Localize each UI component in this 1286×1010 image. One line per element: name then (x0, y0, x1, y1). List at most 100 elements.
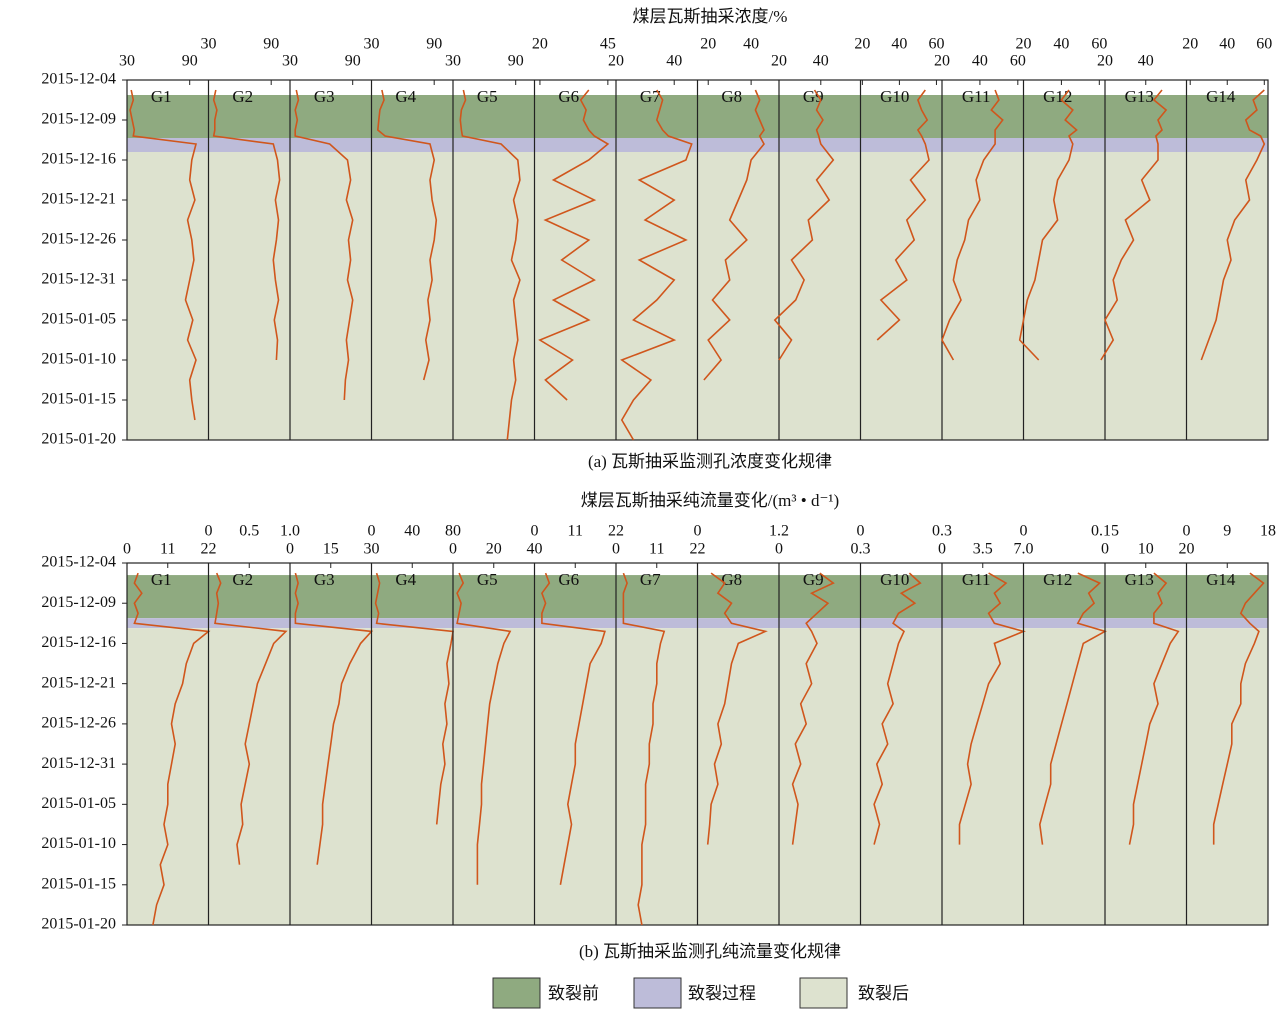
x-tick-label: 40 (813, 53, 829, 70)
series-label: G8 (721, 570, 742, 589)
series-line (541, 572, 606, 885)
x-tick-label: 20 (1182, 36, 1198, 53)
x-tick-label: 0.15 (1091, 523, 1119, 540)
series-label: G2 (232, 570, 253, 589)
x-tick-label: 20 (854, 36, 870, 53)
x-tick-label: 40 (891, 36, 907, 53)
x-tick-label: 11 (649, 541, 664, 558)
legend-swatch (492, 977, 541, 1009)
x-tick-label: 40 (1053, 36, 1069, 53)
series-line (1212, 572, 1265, 845)
y-tick-label: 2015-12-31 (41, 271, 116, 288)
series-line (622, 572, 666, 926)
x-tick-label: 30 (445, 53, 461, 70)
x-tick-label: 1.2 (769, 523, 789, 540)
y-tick-label: 2015-12-26 (41, 715, 116, 732)
x-tick-label: 90 (263, 36, 279, 53)
series-label: G4 (395, 570, 416, 589)
series-label: G2 (232, 87, 253, 106)
x-tick-label: 40 (527, 541, 543, 558)
legend-swatch (633, 977, 682, 1009)
series-line (620, 89, 693, 441)
series-label: G13 (1125, 87, 1154, 106)
series-label: G6 (558, 87, 579, 106)
caption: (a) 瓦斯抽采监测孔浓度变化规律 (588, 452, 832, 471)
series-line (459, 89, 521, 441)
y-tick-label: 2015-12-21 (41, 674, 116, 691)
series-label: G5 (477, 87, 498, 106)
series-line (376, 89, 438, 381)
x-tick-label: 0 (1183, 523, 1191, 540)
series-line (374, 572, 454, 825)
series-label: G5 (477, 570, 498, 589)
x-tick-label: 3.5 (973, 541, 993, 558)
series-line (294, 572, 374, 865)
series-line (1018, 89, 1078, 361)
x-tick-label: 15 (323, 541, 339, 558)
x-tick-label: 0 (694, 523, 702, 540)
y-tick-label: 2015-01-10 (41, 351, 116, 368)
y-tick-label: 2015-12-16 (41, 151, 116, 168)
y-tick-label: 2015-01-15 (41, 391, 116, 408)
y-tick-label: 2015-01-10 (41, 835, 116, 852)
series-label: G1 (151, 570, 172, 589)
x-tick-label: 90 (508, 53, 524, 70)
x-tick-label: 30 (201, 36, 217, 53)
legend-label: 致裂过程 (688, 984, 756, 1003)
series-line (876, 89, 930, 341)
x-tick-label: 22 (608, 523, 624, 540)
x-tick-label: 60 (1010, 53, 1026, 70)
x-tick-label: 20 (1016, 36, 1032, 53)
x-tick-label: 30 (119, 53, 135, 70)
legend-label: 致裂后 (858, 984, 909, 1003)
series-line (941, 89, 1004, 361)
x-tick-label: 40 (1219, 36, 1235, 53)
x-tick-label: 90 (182, 53, 198, 70)
series-label: G13 (1125, 570, 1154, 589)
series-line (706, 572, 768, 845)
x-tick-label: 20 (532, 36, 548, 53)
series-label: G14 (1206, 87, 1236, 106)
chart-title: 煤层瓦斯抽采纯流量变化/(m³ • d⁻¹) (581, 491, 839, 510)
series-label: G6 (558, 570, 579, 589)
x-tick-label: 11 (160, 541, 175, 558)
series-label: G12 (1043, 87, 1072, 106)
series-line (1200, 89, 1266, 361)
x-tick-label: 20 (608, 53, 624, 70)
series-line (129, 89, 198, 421)
y-tick-label: 2015-12-04 (41, 71, 116, 88)
legend-label: 致裂前 (548, 984, 599, 1003)
x-tick-label: 10 (1138, 541, 1154, 558)
series-line (212, 89, 281, 361)
x-tick-label: 0.3 (851, 541, 871, 558)
x-tick-label: 60 (1091, 36, 1107, 53)
y-tick-label: 2015-12-09 (41, 111, 116, 128)
series-label: G11 (962, 570, 991, 589)
x-tick-label: 40 (1138, 53, 1154, 70)
series-line (1038, 572, 1108, 845)
x-tick-label: 30 (282, 53, 298, 70)
x-tick-label: 40 (404, 523, 420, 540)
y-tick-label: 2015-01-15 (41, 875, 116, 892)
x-tick-label: 0 (449, 541, 457, 558)
x-tick-label: 22 (690, 541, 706, 558)
x-tick-label: 1.0 (280, 523, 300, 540)
y-tick-label: 2015-12-21 (41, 191, 116, 208)
series-line (1100, 89, 1168, 361)
x-tick-label: 0 (286, 541, 294, 558)
x-tick-label: 40 (972, 53, 988, 70)
x-tick-label: 0.5 (239, 523, 259, 540)
y-tick-label: 2015-01-05 (41, 311, 116, 328)
series-label: G11 (962, 87, 991, 106)
series-label: G3 (314, 570, 335, 589)
series-line (791, 572, 835, 845)
x-tick-label: 9 (1223, 523, 1231, 540)
series-line (214, 572, 288, 865)
x-tick-label: 0 (857, 523, 865, 540)
x-tick-label: 80 (445, 523, 461, 540)
caption: (b) 瓦斯抽采监测孔纯流量变化规律 (579, 942, 841, 961)
x-tick-label: 7.0 (1014, 541, 1034, 558)
x-tick-label: 0 (1101, 541, 1109, 558)
x-tick-label: 45 (600, 36, 616, 53)
x-tick-label: 0 (612, 541, 620, 558)
